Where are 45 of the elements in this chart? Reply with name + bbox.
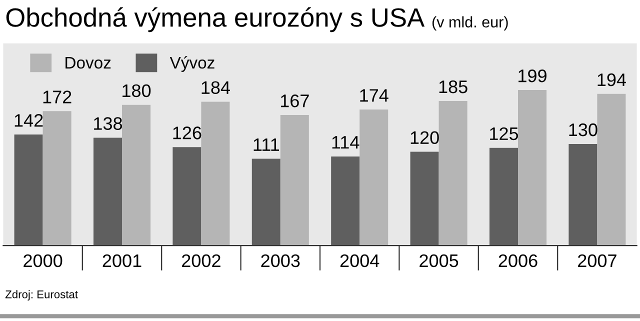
x-tick-label: 2006 [498,254,538,268]
x-tick-label: 2004 [340,254,380,268]
legend-label: Dovoz [66,56,111,69]
x-tick-label: 2003 [261,254,300,268]
bar [93,138,122,246]
data-label: 199 [518,69,546,82]
bar [438,100,468,246]
bar [518,90,547,246]
data-label: 194 [598,73,626,86]
bar [489,148,518,246]
data-label: 184 [202,81,230,94]
bar [201,102,230,246]
data-label: 111 [254,138,279,151]
bar [42,111,72,246]
bar [568,144,598,246]
data-label: 172 [43,90,72,104]
data-label: 120 [410,131,439,144]
legend-label: Vývoz [170,56,214,72]
chart-subtitle: (v mld. eur) [432,16,508,30]
data-label: 142 [14,114,43,127]
data-label: 126 [173,126,202,140]
data-label: 180 [122,84,151,98]
chart-title: Obchodná výmena eurozóny s USA [6,7,425,32]
x-tick-label: 2005 [420,254,458,268]
data-label: 174 [360,89,388,102]
data-label: 130 [569,123,598,136]
data-label: 167 [280,94,309,108]
text: Zdroj: Eurostat [5,290,78,300]
bar [14,134,43,246]
bar [410,152,439,246]
data-label: 185 [439,80,468,94]
bar [122,104,151,246]
bar [172,147,202,246]
x-tick-label: 2001 [102,254,142,268]
x-tick-label: 2002 [182,254,220,268]
bar [252,158,280,246]
bar [280,115,309,246]
data-label: 138 [94,117,122,130]
bar [360,110,388,246]
data-label: 114 [332,136,360,149]
bar [331,156,360,246]
x-tick-label: 2000 [24,254,62,268]
bar [597,94,626,246]
x-tick-label: 2007 [578,254,616,268]
data-label: 125 [490,127,518,140]
